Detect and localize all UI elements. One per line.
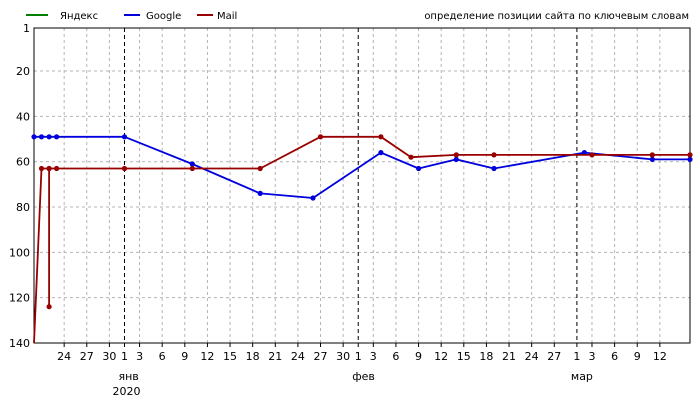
data-point-google[interactable] [649,156,655,162]
data-point-google[interactable] [687,156,693,162]
legend: Яндекс Google Mail [26,11,237,22]
data-point-mail[interactable] [189,165,195,172]
x-tick-label: 9 [415,350,422,363]
legend-label-google: Google [146,11,181,22]
y-tick-label: 140 [9,337,30,350]
month-boundaries [123,28,578,343]
x-tick-label: 9 [634,350,641,363]
y-tick-label: 20 [16,65,30,78]
x-tick-label: 18 [479,350,493,363]
data-point-google[interactable] [38,134,45,140]
data-point-google[interactable] [416,165,422,172]
data-point-mail[interactable] [408,154,414,160]
x-tick-label: 21 [502,350,516,363]
data-point-google[interactable] [31,134,37,140]
data-point-mail[interactable] [589,152,595,158]
data-point-mail[interactable] [54,165,60,172]
data-point-mail[interactable] [378,134,384,140]
data-point-mail[interactable] [38,165,45,172]
x-tick-label: 3 [588,350,595,363]
data-point-google[interactable] [54,134,60,140]
x-tick-label: 24 [525,350,539,363]
data-point-google[interactable] [310,195,316,201]
data-point-google[interactable] [581,150,588,156]
month-label: янв [118,370,138,383]
data-point-google[interactable] [257,190,263,196]
x-axis-labels: 24 27 30 1 3 6 9 12 15 18 21 24 27 30 1 3 6 9 12 15 18 21 24 27… [57,350,667,363]
data-point-mail[interactable] [317,134,324,140]
chart-caption: определение позиции сайта по ключевым сл… [424,11,689,22]
grid-vertical [63,28,661,347]
data-point-google[interactable] [378,150,384,156]
x-tick-label: 12 [653,350,667,363]
y-tick-label: 100 [9,246,30,259]
data-point-mail[interactable] [257,165,263,172]
x-tick-label: 21 [268,350,282,363]
x-tick-label: 6 [611,350,618,363]
x-tick-label: 12 [200,350,214,363]
series-layer [31,134,693,344]
y-tick-label: 120 [9,292,30,305]
data-point-mail[interactable] [491,152,497,158]
month-label: мар [571,370,593,383]
x-tick-label: 24 [291,350,305,363]
month-labels: янв фев мар 2020 [112,370,592,398]
x-tick-label: 15 [457,350,471,363]
data-point-mail[interactable] [453,152,459,158]
x-tick-label: 27 [547,350,561,363]
x-tick-label: 27 [80,350,94,363]
y-tick-label: 80 [16,201,30,214]
data-point-google[interactable] [453,156,459,162]
y-tick-label: 60 [16,156,30,169]
x-tick-label: 27 [314,350,328,363]
x-tick-label: 12 [434,350,448,363]
x-tick-label: 6 [392,350,399,363]
x-tick-label: 15 [223,350,237,363]
y-tick-label: 40 [16,110,30,123]
x-tick-label: 6 [159,350,166,363]
data-point-google[interactable] [491,165,497,172]
x-tick-label: 1 [573,350,580,363]
x-tick-label: 18 [246,350,260,363]
x-tick-label: 3 [136,350,143,363]
data-point-google[interactable] [189,161,195,167]
data-point-mail[interactable] [121,165,128,172]
data-point-mail[interactable] [46,165,52,172]
grid-horizontal [34,70,690,299]
data-point-mail[interactable] [687,152,693,158]
x-tick-label: 3 [370,350,377,363]
legend-label-yandex: Яндекс [60,11,98,22]
x-tick-label: 1 [121,350,128,363]
data-point-google[interactable] [121,134,128,140]
x-tick-label: 30 [102,350,116,363]
x-tick-label: 9 [181,350,188,363]
data-point-mail[interactable] [649,152,655,158]
x-tick-label: 30 [336,350,350,363]
y-tick-label: 1 [23,22,30,35]
legend-label-mail: Mail [217,11,237,22]
plot-frame [33,27,691,344]
data-point-google[interactable] [46,134,52,140]
x-tick-label: 1 [355,350,362,363]
data-point-mail[interactable] [46,304,52,310]
year-label: 2020 [112,385,140,398]
x-tick-label: 24 [57,350,71,363]
month-label: фев [352,370,375,383]
